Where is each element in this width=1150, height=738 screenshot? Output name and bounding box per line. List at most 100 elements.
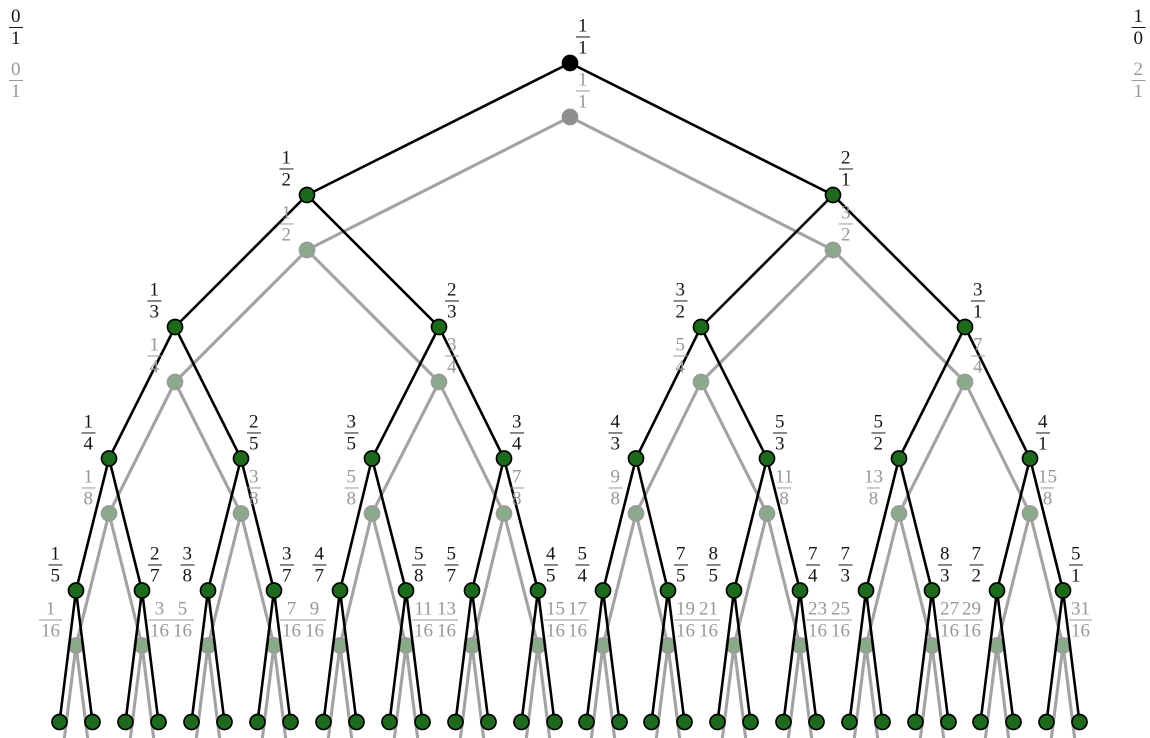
stern-brocot-tree-edge [437,326,506,460]
stern-brocot-tree-node [940,713,957,731]
stern-brocot-tree-node [414,713,431,731]
dyadic-tree-edge [272,645,288,738]
dyadic-tree-edge [206,513,243,646]
stern-brocot-tree-node [874,713,891,731]
stern-brocot-tree-edge [404,590,424,723]
stern-brocot-tree-node [791,582,809,599]
stern-brocot-tree-edge [140,590,160,723]
stern-brocot-tree-edge [306,194,440,328]
dyadic-tree-edge [173,381,243,515]
stern-brocot-tree-node [216,713,233,731]
stern-brocot-tree-node [1005,713,1022,731]
stern-brocot-tree-node [676,713,693,731]
dyadic-tree-node [100,505,118,522]
stern-brocot-tree-node [578,713,595,731]
stern-brocot-tree-edge [798,590,818,723]
dyadic-tree-edge [74,645,90,738]
stern-brocot-tree-node [232,450,250,467]
stern-brocot-tree-edge [1061,590,1081,723]
stern-brocot-tree-edge [338,458,374,591]
stern-brocot-tree-node [480,713,497,731]
dyadic-tree-edge [458,645,474,738]
dyadic-tree-node [692,373,710,391]
stern-brocot-tree-edge [470,458,506,591]
stern-brocot-tree-edge [190,590,210,723]
dyadic-tree-edge [654,645,670,738]
stern-brocot-tree-edge [832,194,966,328]
dyadic-tree-edge [305,248,441,384]
stern-brocot-tree-node [857,582,875,599]
stern-brocot-tree-node [265,582,283,599]
dyadic-tree-edge [918,645,934,738]
stern-brocot-tree-edge [470,590,490,723]
stern-brocot-tree-node [775,713,792,731]
stern-brocot-tree-node [972,713,989,731]
dyadic-tree-node [1021,505,1039,522]
dyadic-tree-edge [107,381,177,515]
dyadic-tree-edge [699,248,835,384]
dyadic-tree-edge [437,381,506,515]
stern-brocot-tree-edge [601,590,621,723]
dyadic-tree-edge [502,513,540,646]
stern-brocot-tree-edge [370,326,441,460]
dyadic-tree-edge [569,115,834,252]
stern-brocot-tree-edge [732,590,752,723]
dyadic-tree-node [758,505,776,522]
dyadic-tree-node [890,505,908,522]
stern-brocot-tree-edge [256,590,276,723]
stern-brocot-tree-edge [963,326,1032,460]
dyadic-tree-edge [852,645,868,738]
stern-brocot-tree [58,61,1081,723]
stern-brocot-tree-edge [897,326,967,460]
dyadic-tree-node [298,241,316,259]
dyadic-tree-edge [128,645,144,738]
stern-brocot-tree-node [611,713,628,731]
dyadic-tree-edge [370,381,441,515]
stern-brocot-tree-edge [700,194,834,328]
dyadic-tree-edge [897,513,934,646]
dyadic-tree-edge [173,248,309,384]
stern-brocot-tree-edge [914,590,934,723]
stern-brocot-tree-node [447,713,464,731]
stern-brocot-tree-node [282,713,299,731]
dyadic-tree-edge [601,513,638,646]
dyadic-tree-edge [995,645,1011,738]
dyadic-tree-edge [338,645,354,738]
dyadic-tree-edge [798,645,814,738]
dyadic-tree-edge [864,513,901,646]
stern-brocot-tree-node [298,186,316,204]
stern-brocot-tree-edge [124,590,144,723]
dyadic-tree-edge [326,645,342,738]
dyadic-tree-edge [1028,513,1065,646]
stern-brocot-tree-node [348,713,365,731]
stern-brocot-tree-node [166,318,184,336]
dyadic-tree-node [430,373,448,391]
dyadic-tree-node [627,505,645,522]
dyadic-tree [67,108,1072,654]
dyadic-tree-edge [140,645,156,738]
stern-brocot-tree-node [907,713,924,731]
stern-brocot-tree-node [758,450,776,467]
stern-brocot-tree-edge [569,61,834,197]
stern-brocot-tree-edge [732,458,769,591]
stern-brocot-tree-node [808,713,825,731]
dyadic-tree-node [495,505,513,522]
stern-brocot-tree-edge [107,458,144,591]
dyadic-tree-edge [107,513,144,646]
dyadic-tree-edge [260,645,276,738]
dyadic-tree-edge [1049,645,1065,738]
stern-brocot-tree-node [1054,582,1072,599]
dyadic-tree-edge [732,645,748,738]
stern-brocot-tree-node [725,582,743,599]
stern-brocot-tree-edge [634,458,670,591]
stern-brocot-tree-edge [601,458,638,591]
stern-brocot-tree-edge [995,458,1032,591]
stern-brocot-tree-node [199,582,217,599]
stern-brocot-tree-edge [848,590,868,723]
dyadic-tree-edge [74,513,111,646]
dyadic-tree-node [166,373,184,391]
stern-brocot-tree-node [956,318,974,336]
stern-brocot-tree-node [430,318,448,336]
stern-brocot-tree-edge [74,590,94,723]
